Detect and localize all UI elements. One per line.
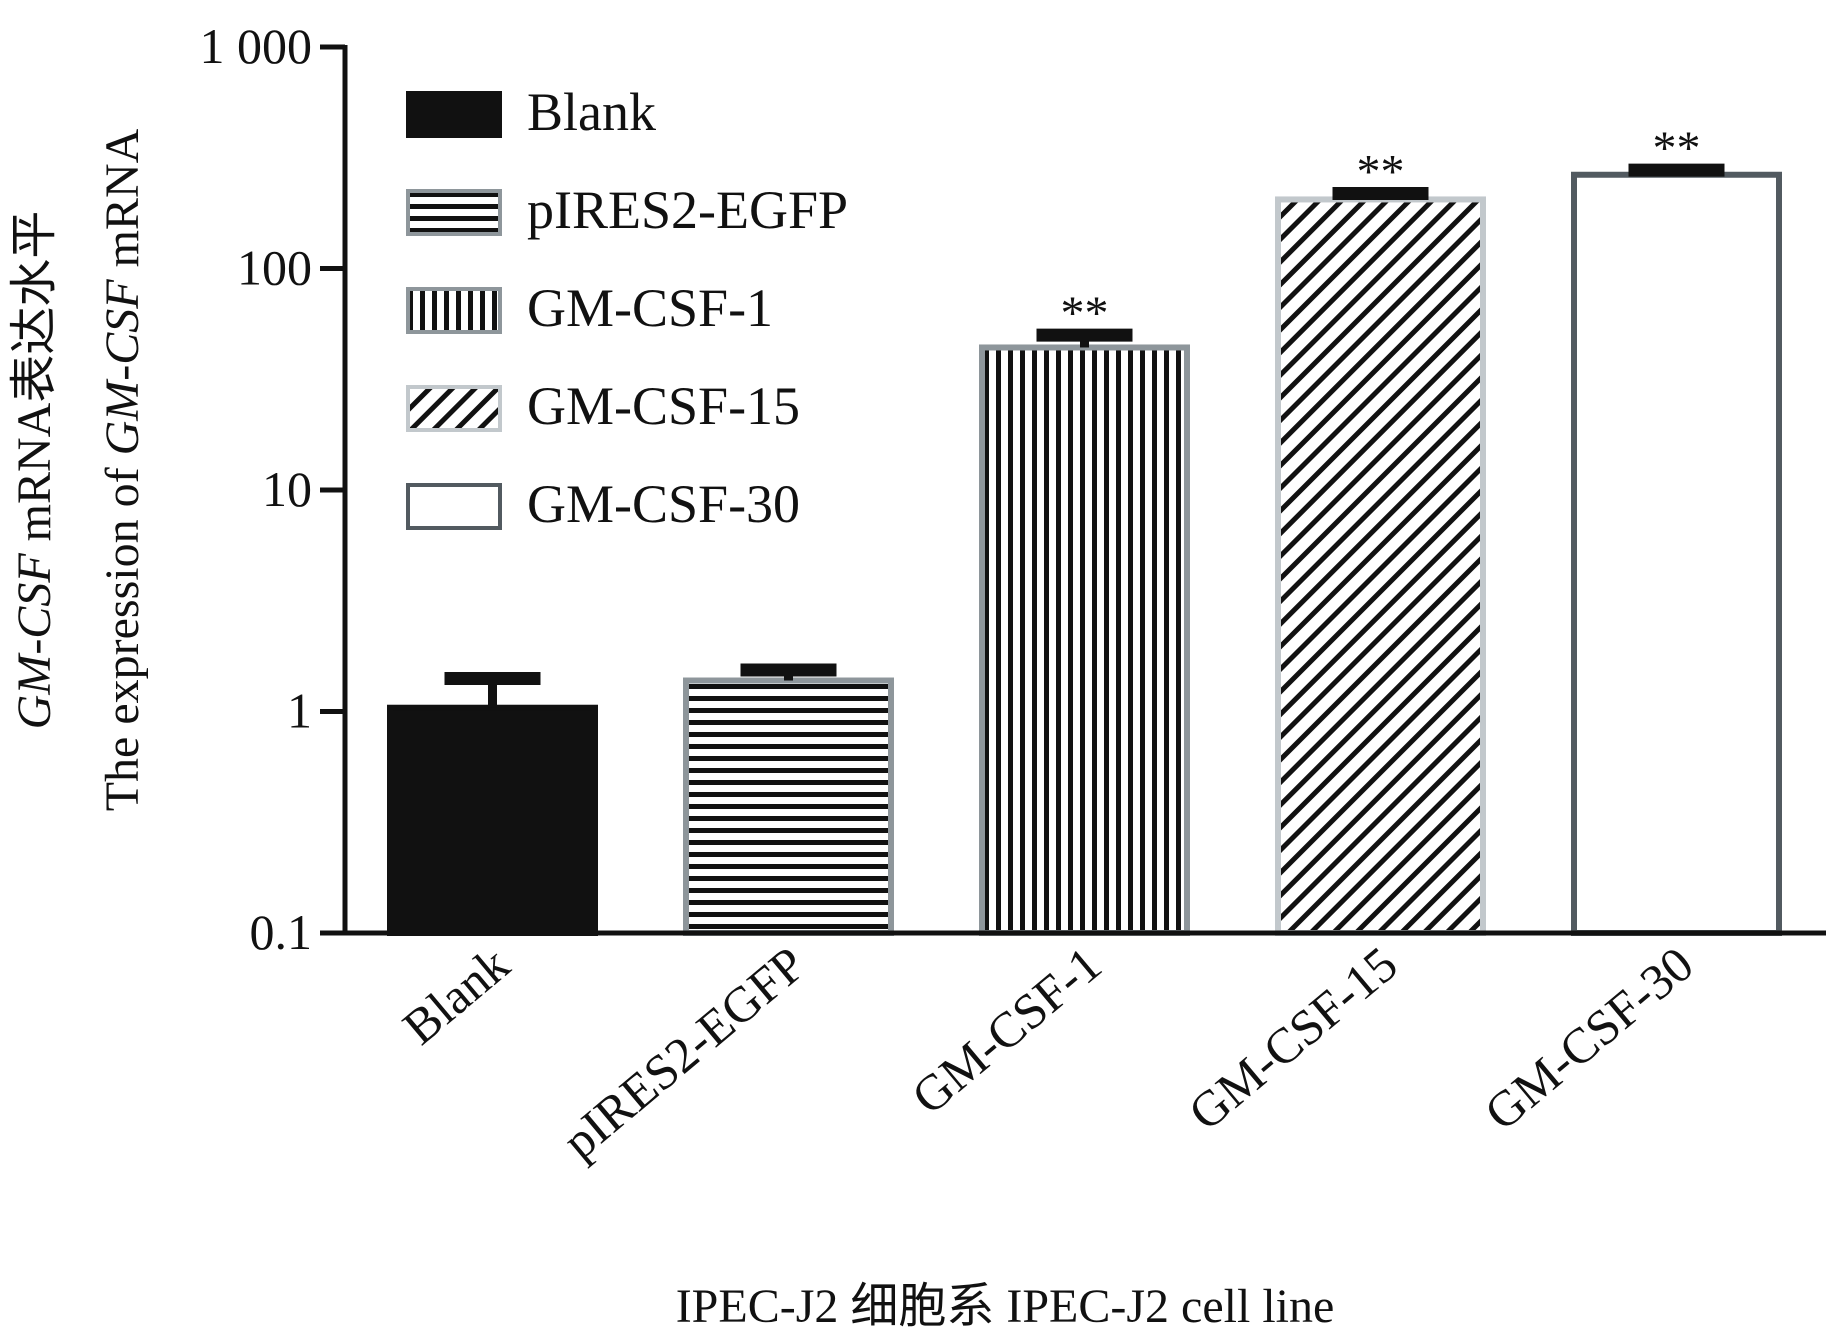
x-tick-label: GM-CSF-1 — [901, 936, 1112, 1125]
y-tick-label: 1 — [287, 683, 312, 739]
bar-gm-csf-1 — [979, 344, 1190, 936]
legend-label: GM-CSF-30 — [527, 474, 800, 534]
x-tick-label: GM-CSF-15 — [1178, 936, 1408, 1141]
x-tick-label: pIRES2-EGFP — [552, 936, 816, 1170]
x-axis-title: IPEC-J2 细胞系 IPEC-J2 cell line — [676, 1280, 1335, 1333]
y-tick-label: 0.1 — [250, 904, 313, 960]
y-tick-label: 100 — [237, 240, 312, 296]
legend-swatch — [406, 91, 502, 138]
legend-label: GM-CSF-15 — [527, 376, 800, 436]
bar-gm-csf-30 — [1571, 171, 1782, 936]
legend-swatch — [406, 483, 502, 530]
bar-gm-csf-15 — [1275, 196, 1486, 936]
x-tick-label: GM-CSF-30 — [1474, 936, 1704, 1141]
significance-marker: ** — [1653, 122, 1701, 175]
bars: ** ** ** — [387, 122, 1782, 936]
y-axis-ticks: 0.1 1 10 100 1 000 — [200, 18, 345, 960]
y-axis-title-line1: GM-CSF mRNA表达水平 — [8, 211, 61, 730]
legend-swatch — [406, 385, 502, 432]
legend: Blank pIRES2-EGFP GM-CSF-1 GM-CSF-15 GM-CSF-… — [406, 82, 848, 534]
bar-pires2-egfp — [683, 677, 894, 936]
legend-swatch — [406, 189, 502, 236]
x-axis-tick-labels: Blank pIRES2-EGFP GM-CSF-1 GM-CSF-15 GM-CSF-… — [392, 936, 1703, 1170]
bar-blank — [387, 704, 598, 936]
x-tick-label: Blank — [392, 936, 519, 1056]
legend-swatch — [406, 287, 502, 334]
significance-marker: ** — [1357, 146, 1405, 199]
y-axis-title-line2: The expression of GM-CSF mRNA — [96, 128, 149, 811]
y-tick-label: 1 000 — [200, 18, 313, 74]
y-tick-label: 10 — [262, 461, 312, 517]
legend-label: pIRES2-EGFP — [527, 180, 848, 240]
legend-label: GM-CSF-1 — [527, 278, 773, 338]
significance-marker: ** — [1061, 287, 1109, 340]
legend-label: Blank — [527, 82, 656, 142]
